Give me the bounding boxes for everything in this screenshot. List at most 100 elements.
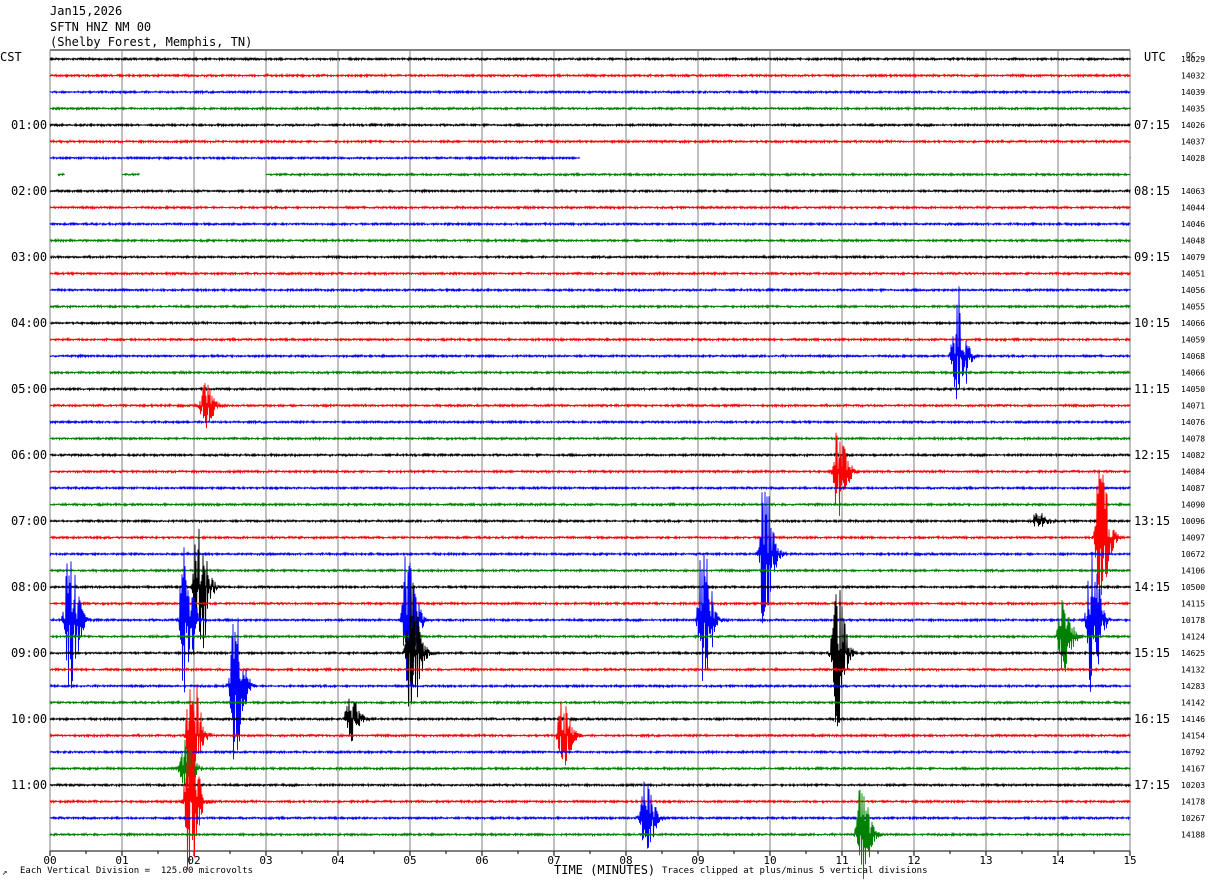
left-time-label: 02:00 (11, 184, 47, 198)
x-tick-label-09: 09 (691, 854, 704, 867)
trace-row-32 (49, 528, 1131, 649)
right-time-label: 17:15 (1134, 778, 1170, 792)
dc-value-row-35: 14124 (1181, 633, 1205, 642)
dc-value-row-20: 14050 (1181, 385, 1205, 394)
dc-value-row-3: 14035 (1181, 105, 1205, 114)
right-time-label: 15:15 (1134, 646, 1170, 660)
x-tick-label-14: 14 (1051, 854, 1065, 867)
trace-row-37 (49, 666, 1131, 673)
x-tick-label-12: 12 (907, 854, 920, 867)
dc-value-row-23: 14078 (1181, 435, 1205, 444)
trace-row-13 (49, 270, 1131, 277)
x-tick-label-05: 05 (403, 854, 416, 867)
trace-row-26 (49, 485, 1131, 491)
left-time-label: 08:00 (11, 580, 47, 594)
trace-row-10 (49, 221, 1131, 227)
trace-row-33 (49, 600, 1131, 607)
dc-value-row-17: 14059 (1181, 336, 1205, 345)
right-time-label: 12:15 (1134, 448, 1170, 462)
dc-value-row-37: 14132 (1181, 666, 1205, 675)
right-time-label: 13:15 (1134, 514, 1170, 528)
trace-row-39 (49, 699, 1131, 706)
dc-value-row-22: 14076 (1181, 418, 1205, 427)
trace-row-0 (49, 56, 1131, 62)
trace-row-29 (49, 469, 1131, 601)
trace-row-14 (49, 287, 1131, 293)
right-time-label: 16:15 (1134, 712, 1170, 726)
dc-value-row-46: 10267 (1181, 814, 1205, 823)
dc-value-row-16: 14066 (1181, 319, 1205, 328)
plot-date: Jan15,2026 (50, 4, 123, 18)
trace-row-6-seg-0 (49, 155, 580, 161)
dc-value-row-42: 10792 (1181, 748, 1205, 757)
clip-note: Traces clipped at plus/minus 5 vertical … (662, 866, 928, 876)
x-tick-label-10: 10 (763, 854, 776, 867)
left-time-label: 10:00 (11, 712, 47, 726)
trace-row-7-seg-0 (57, 172, 65, 177)
left-time-label: 06:00 (11, 448, 47, 462)
dc-value-row-36: 14625 (1181, 649, 1205, 658)
left-axis-label: CST (0, 50, 22, 64)
trace-row-47 (49, 789, 1131, 880)
trace-row-7-seg-2 (265, 171, 1131, 178)
left-time-label: 04:00 (11, 316, 47, 330)
dc-value-row-27: 14090 (1181, 501, 1205, 510)
trace-row-23 (49, 435, 1131, 442)
x-tick-label-04: 04 (331, 854, 345, 867)
dc-value-row-14: 14056 (1181, 286, 1205, 295)
right-time-label: 11:15 (1134, 382, 1170, 396)
trace-row-22 (49, 419, 1131, 425)
trace-row-25 (49, 432, 1131, 517)
dc-value-row-2: 14039 (1181, 88, 1205, 97)
left-time-label: 07:00 (11, 514, 47, 528)
right-time-label: 09:15 (1134, 250, 1170, 264)
trace-row-1 (49, 72, 1131, 79)
trace-row-3 (49, 105, 1131, 112)
trace-row-8 (49, 188, 1131, 194)
dc-value-row-29: 14097 (1181, 534, 1205, 543)
trace-row-5 (49, 138, 1131, 145)
trace-row-20 (49, 386, 1131, 392)
dc-value-row-40: 14146 (1181, 715, 1205, 724)
station-location: (Shelby Forest, Memphis, TN) (50, 35, 253, 49)
trace-row-16 (49, 320, 1131, 326)
x-tick-label-15: 15 (1123, 854, 1136, 867)
right-time-label: 14:15 (1134, 580, 1170, 594)
trace-row-28 (49, 512, 1131, 527)
left-time-label: 05:00 (11, 382, 47, 396)
trace-row-21 (49, 383, 1131, 429)
dc-value-row-30: 10672 (1181, 550, 1205, 559)
dc-value-row-38: 14283 (1181, 682, 1205, 691)
dc-value-row-47: 14188 (1181, 831, 1205, 840)
trace-row-18 (49, 286, 1131, 400)
trace-row-36 (49, 582, 1131, 727)
dc-value-row-18: 14068 (1181, 352, 1205, 361)
trace-row-2 (49, 89, 1131, 95)
dc-value-row-28: 10096 (1181, 517, 1205, 526)
x-tick-label-02: 02 (187, 854, 200, 867)
x-tick-label-08: 08 (619, 854, 632, 867)
trace-row-34 (49, 547, 1131, 693)
dc-value-row-10: 14046 (1181, 220, 1205, 229)
right-time-label: 07:15 (1134, 118, 1170, 132)
right-time-label: 10:15 (1134, 316, 1170, 330)
trace-row-41 (49, 684, 1131, 808)
right-time-label: 08:15 (1134, 184, 1170, 198)
x-tick-label-13: 13 (979, 854, 992, 867)
x-tick-label-03: 03 (259, 854, 272, 867)
dc-value-row-11: 14048 (1181, 237, 1205, 246)
dc-value-row-26: 14087 (1181, 484, 1205, 493)
trace-row-46 (49, 781, 1131, 849)
trace-row-4 (49, 122, 1131, 128)
trace-row-44 (49, 782, 1131, 788)
dc-value-row-19: 14066 (1181, 369, 1205, 378)
x-tick-label-06: 06 (475, 854, 488, 867)
dc-value-row-12: 14079 (1181, 253, 1205, 262)
left-time-label: 11:00 (11, 778, 47, 792)
left-time-label: 03:00 (11, 250, 47, 264)
trace-row-6-seg-1 (1129, 157, 1131, 159)
dc-value-row-9: 14044 (1181, 204, 1205, 213)
x-tick-label-07: 07 (547, 854, 560, 867)
trace-row-42 (49, 749, 1131, 755)
